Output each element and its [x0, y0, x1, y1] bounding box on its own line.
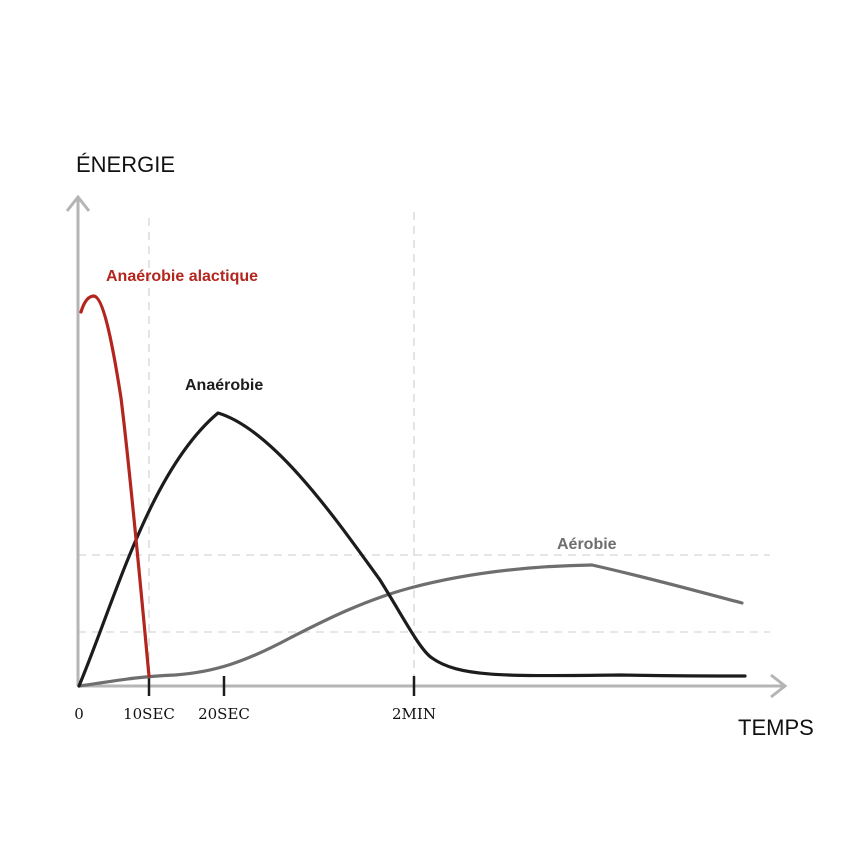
tick-label-20sec: 20SEC	[198, 705, 250, 723]
tick-label-0: 0	[74, 705, 84, 723]
y-axis-arrow	[65, 194, 91, 212]
tick-label-2min: 2MIN	[392, 705, 436, 723]
tick-label-10sec: 10SEC	[123, 705, 175, 723]
y-axis-label: ÉNERGIE	[76, 152, 175, 177]
x-axis-arrow	[770, 673, 788, 699]
series-label-anaerobie-alactique: Anaérobie alactique	[106, 268, 258, 285]
series-line-anaerobie	[77, 411, 747, 688]
series-line-anaerobie-alactique	[79, 294, 151, 678]
series-label-aerobie: Aérobie	[557, 536, 617, 553]
series-label-anaerobie: Anaérobie	[185, 377, 263, 394]
x-axis-label: TEMPS	[738, 715, 814, 740]
series-line-aerobie	[77, 563, 744, 688]
